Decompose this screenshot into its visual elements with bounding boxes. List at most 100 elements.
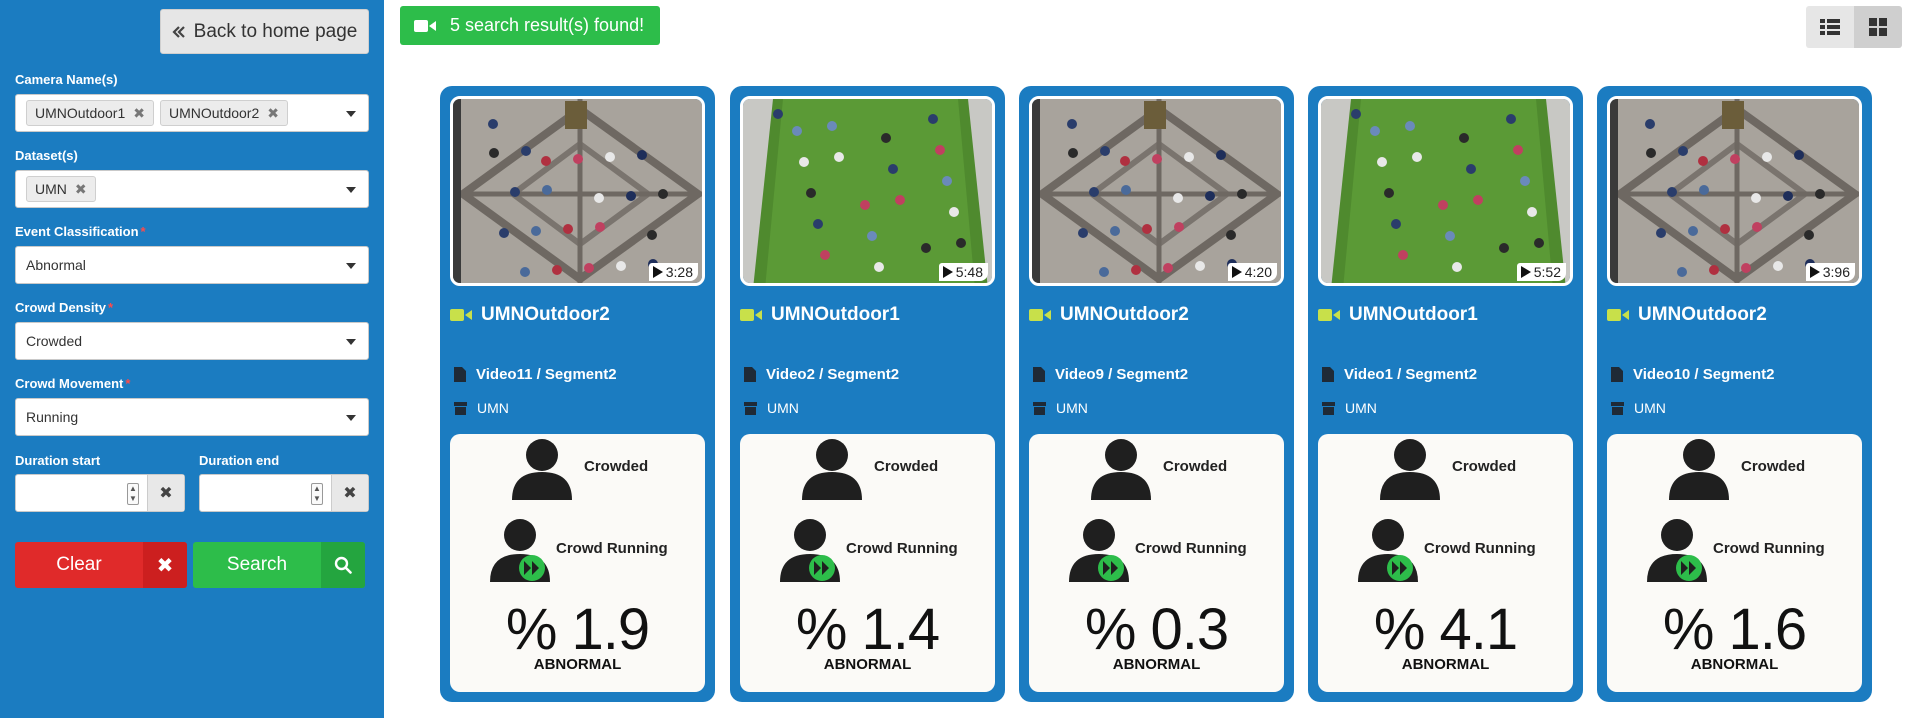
movement-label: Crowd Running <box>556 540 668 557</box>
search-icon <box>321 542 365 588</box>
clear-duration-start-icon[interactable]: ✖ <box>147 475 184 511</box>
density-label: Crowded <box>1452 458 1517 475</box>
clear-button[interactable]: Clear ✖ <box>15 542 187 588</box>
abnormal-percentage: % 1.9 <box>505 597 650 662</box>
datasets-label: Dataset(s) <box>15 148 78 163</box>
camera-names-select[interactable]: UMNOutdoor1 ✖ UMNOutdoor2 ✖ <box>15 94 369 132</box>
status-label: ABNORMAL <box>1112 656 1201 673</box>
dataset-name: UMN <box>1322 400 1377 416</box>
video-camera-icon <box>414 19 436 32</box>
camera-tag[interactable]: UMNOutdoor2 ✖ <box>160 100 288 126</box>
camera-names-label: Camera Name(s) <box>15 72 118 87</box>
status-label: ABNORMAL <box>533 656 622 673</box>
classification-panel: Crowded Crowd Running % 1.4 ABNORMAL <box>740 434 995 692</box>
camera-tag[interactable]: UMNOutdoor1 ✖ <box>26 100 154 126</box>
back-button-label: Back to home page <box>193 20 358 42</box>
classification-panel: Crowded Crowd Running % 4.1 ABNORMAL <box>1318 434 1573 692</box>
list-view-button[interactable] <box>1806 6 1854 48</box>
movement-label: Crowd Running <box>1424 540 1536 557</box>
remove-tag-icon[interactable]: ✖ <box>74 180 87 197</box>
scene-image <box>1321 99 1570 283</box>
person-running-icon <box>778 518 842 582</box>
dataset-name: UMN <box>1033 400 1088 416</box>
status-label: ABNORMAL <box>1401 656 1490 673</box>
scene-image <box>453 99 702 283</box>
chevron-down-icon[interactable] <box>346 263 356 269</box>
scene-image <box>1032 99 1281 283</box>
remove-tag-icon[interactable]: ✖ <box>133 104 145 121</box>
person-icon <box>1378 438 1442 500</box>
play-icon <box>1231 266 1242 278</box>
chevron-down-icon[interactable] <box>346 187 356 193</box>
person-running-icon <box>488 518 552 582</box>
duration-start-input[interactable]: ▲ ▼ ✖ <box>15 474 185 512</box>
result-card[interactable]: 4:20 UMNOutdoor2 Video9 / Segment2 UMN Crowd… <box>1019 86 1294 702</box>
video-camera-icon <box>1318 309 1340 321</box>
result-card[interactable]: 3:28 UMNOutdoor2 Video11 / Segment2 UMN Crow… <box>440 86 715 702</box>
event-classification-label: Event Classification * <box>15 224 146 239</box>
spinner-icon[interactable]: ▲ ▼ <box>311 483 323 505</box>
video-duration: 4:20 <box>1227 263 1277 281</box>
back-to-home-button[interactable]: Back to home page <box>160 9 369 54</box>
chevron-down-icon[interactable] <box>346 339 356 345</box>
video-segment: Video1 / Segment2 <box>1322 366 1477 383</box>
scene-image <box>1610 99 1859 283</box>
video-thumbnail[interactable]: 5:52 <box>1318 96 1573 286</box>
person-running-icon <box>1645 518 1709 582</box>
list-icon <box>1820 19 1840 35</box>
video-duration: 5:48 <box>938 263 988 281</box>
spinner-icon[interactable]: ▲ ▼ <box>127 483 139 505</box>
abnormal-percentage: % 1.4 <box>795 597 940 662</box>
crowd-movement-label: Crowd Movement * <box>15 376 131 391</box>
video-camera-icon <box>1029 309 1051 321</box>
results-count-banner: 5 search result(s) found! <box>400 6 660 45</box>
play-icon <box>1520 266 1531 278</box>
person-running-icon <box>1356 518 1420 582</box>
search-button[interactable]: Search <box>193 542 365 588</box>
grid-view-button[interactable] <box>1854 6 1902 48</box>
video-camera-icon <box>740 309 762 321</box>
clear-duration-end-icon[interactable]: ✖ <box>331 475 368 511</box>
view-toggle[interactable] <box>1806 6 1902 48</box>
chevron-down-icon[interactable] <box>346 415 356 421</box>
archive-icon <box>1033 401 1046 415</box>
dataset-name: UMN <box>454 400 509 416</box>
person-running-icon <box>1067 518 1131 582</box>
archive-icon <box>744 401 757 415</box>
video-duration: 3:28 <box>648 263 698 281</box>
video-duration: 5:52 <box>1516 263 1566 281</box>
video-thumbnail[interactable]: 3:96 <box>1607 96 1862 286</box>
result-card[interactable]: 5:52 UMNOutdoor1 Video1 / Segment2 UMN Crowd… <box>1308 86 1583 702</box>
crowd-movement-select[interactable]: Running <box>15 398 369 436</box>
video-segment: Video2 / Segment2 <box>744 366 899 383</box>
remove-tag-icon[interactable]: ✖ <box>267 104 279 121</box>
play-icon <box>1809 266 1820 278</box>
archive-icon <box>1611 401 1624 415</box>
dataset-tag[interactable]: UMN ✖ <box>26 176 96 202</box>
person-icon <box>1089 438 1153 500</box>
video-segment: Video10 / Segment2 <box>1611 366 1774 383</box>
video-camera-icon <box>450 309 472 321</box>
crowd-density-select[interactable]: Crowded <box>15 322 369 360</box>
video-camera-icon <box>1607 309 1629 321</box>
camera-name: UMNOutdoor2 <box>1029 304 1189 326</box>
duration-end-input[interactable]: ▲ ▼ ✖ <box>199 474 369 512</box>
density-label: Crowded <box>874 458 939 475</box>
video-thumbnail[interactable]: 3:28 <box>450 96 705 286</box>
movement-label: Crowd Running <box>846 540 958 557</box>
play-icon <box>652 266 663 278</box>
dataset-name: UMN <box>1611 400 1666 416</box>
camera-name: UMNOutdoor1 <box>1318 304 1478 326</box>
event-classification-select[interactable]: Abnormal <box>15 246 369 284</box>
video-thumbnail[interactable]: 4:20 <box>1029 96 1284 286</box>
result-card[interactable]: 5:48 UMNOutdoor1 Video2 / Segment2 UMN Crowd… <box>730 86 1005 702</box>
datasets-select[interactable]: UMN ✖ <box>15 170 369 208</box>
duration-end-label: Duration end <box>199 453 280 468</box>
result-card[interactable]: 3:96 UMNOutdoor2 Video10 / Segment2 UMN Crow… <box>1597 86 1872 702</box>
classification-panel: Crowded Crowd Running % 1.6 ABNORMAL <box>1607 434 1862 692</box>
file-icon <box>744 367 756 382</box>
video-thumbnail[interactable]: 5:48 <box>740 96 995 286</box>
classification-panel: Crowded Crowd Running % 1.9 ABNORMAL <box>450 434 705 692</box>
chevron-down-icon[interactable] <box>346 111 356 117</box>
duration-start-label: Duration start <box>15 453 101 468</box>
